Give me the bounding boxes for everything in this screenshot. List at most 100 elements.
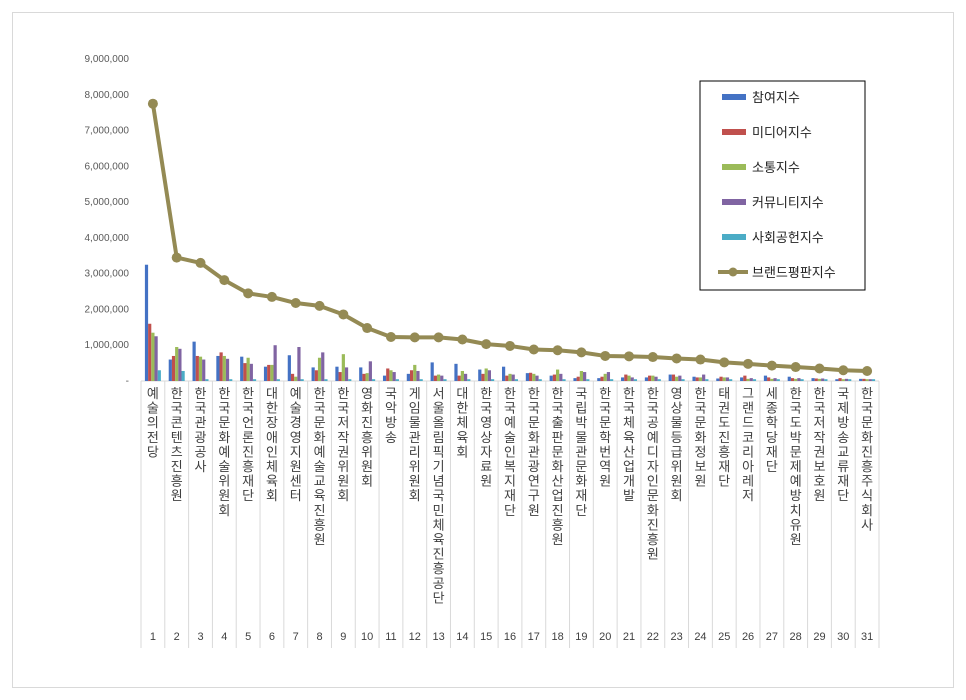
line-point — [457, 334, 468, 345]
bar — [576, 376, 580, 381]
legend-label: 사회공헌지수 — [752, 231, 824, 246]
bar — [776, 379, 780, 381]
rank-label: 10 — [361, 631, 373, 643]
bar — [252, 379, 257, 381]
bar — [344, 367, 349, 381]
bar — [341, 354, 345, 381]
rank-label: 14 — [456, 631, 468, 643]
bar — [144, 264, 149, 381]
bar — [610, 379, 614, 381]
bar — [814, 378, 818, 381]
bar — [267, 364, 271, 381]
line-point — [814, 363, 825, 374]
bar — [562, 379, 566, 381]
bar — [695, 377, 699, 381]
bar — [508, 373, 512, 381]
rank-label: 3 — [197, 631, 203, 643]
rank-label: 25 — [718, 631, 730, 643]
line-point — [528, 344, 539, 355]
rank-label: 24 — [694, 631, 706, 643]
line-point — [195, 257, 206, 268]
line-point — [719, 357, 730, 368]
bar — [148, 323, 152, 381]
rank-label: 31 — [861, 631, 873, 643]
bar — [192, 341, 196, 381]
bar — [151, 332, 155, 381]
rank-label: 18 — [551, 631, 563, 643]
legend-label: 커뮤니티지수 — [752, 196, 824, 211]
bar — [559, 373, 563, 381]
legend-label: 브랜드평판지수 — [752, 266, 836, 281]
bar — [552, 374, 557, 381]
bar — [752, 379, 757, 381]
bar — [538, 379, 542, 381]
bar — [529, 372, 533, 381]
y-tick-label: 7,000,000 — [85, 126, 130, 137]
bar — [276, 379, 280, 381]
bar — [532, 373, 536, 381]
rank-label: 23 — [671, 631, 683, 643]
bar — [797, 378, 801, 381]
line-point — [433, 332, 444, 343]
bar — [838, 378, 842, 381]
line-point — [838, 365, 849, 376]
bar — [348, 379, 352, 381]
line-point — [505, 340, 515, 351]
rank-label: 17 — [528, 631, 540, 643]
rank-label: 20 — [599, 631, 611, 643]
bar — [487, 370, 491, 381]
bar — [436, 374, 441, 381]
rank-label: 30 — [837, 631, 849, 643]
bar — [678, 375, 682, 381]
legend-label: 미디어지수 — [752, 126, 812, 141]
bar — [300, 379, 304, 381]
bar — [698, 377, 703, 381]
bar — [790, 378, 795, 381]
bar — [263, 366, 268, 381]
legend-label: 소통지수 — [752, 161, 800, 176]
line-point — [600, 350, 611, 361]
bar — [392, 372, 396, 381]
bar — [463, 373, 468, 381]
bar — [583, 372, 587, 381]
legend-swatch — [722, 129, 746, 135]
bar — [249, 363, 253, 381]
bar — [716, 378, 720, 381]
line-point — [243, 288, 254, 299]
bar — [770, 378, 774, 381]
bar — [627, 375, 631, 381]
rank-label: 22 — [647, 631, 659, 643]
bar — [362, 373, 366, 381]
bar — [171, 355, 176, 381]
bar — [157, 370, 161, 381]
bar — [868, 379, 872, 381]
line-point — [362, 323, 373, 334]
bar — [859, 378, 863, 381]
bar — [335, 366, 339, 381]
bar — [433, 375, 437, 381]
bar — [606, 372, 611, 381]
bar — [270, 364, 274, 381]
rank-label: 4 — [221, 631, 227, 643]
y-tick-label: 8,000,000 — [85, 90, 130, 101]
bar — [440, 375, 444, 381]
bar — [195, 355, 199, 381]
bar — [702, 374, 706, 381]
y-tick-label: 1,000,000 — [85, 340, 130, 351]
bar — [865, 379, 869, 381]
y-tick-label: - — [126, 376, 129, 387]
bar — [321, 352, 325, 381]
legend-swatch-marker — [728, 267, 738, 277]
bar — [749, 378, 753, 381]
y-tick-label: 3,000,000 — [85, 269, 130, 280]
